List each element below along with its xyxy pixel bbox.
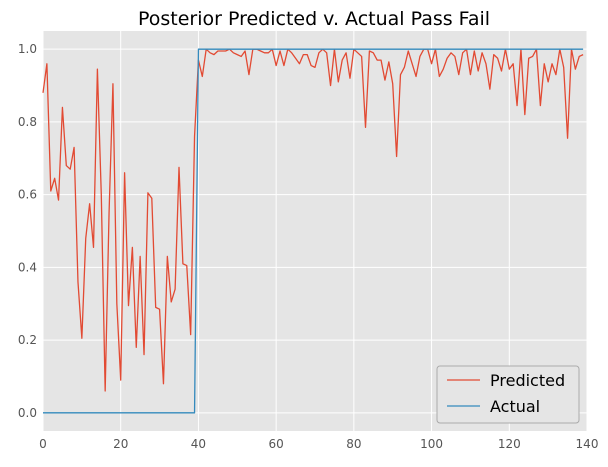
x-tick-label: 140 <box>576 437 599 451</box>
y-tick-label: 1.0 <box>18 42 37 56</box>
legend-label-predicted: Predicted <box>490 371 565 390</box>
x-tick-label: 100 <box>420 437 443 451</box>
y-tick-label: 0.8 <box>18 115 37 129</box>
series-lines <box>42 48 584 414</box>
x-tick-label: 20 <box>113 437 128 451</box>
y-axis: 0.0 0.2 0.4 0.6 0.8 1.0 <box>18 42 37 420</box>
y-tick-label: 0.4 <box>18 260 37 274</box>
y-tick-label: 0.0 <box>18 406 37 420</box>
legend: Predicted Actual <box>436 365 580 424</box>
chart-title: Posterior Predicted v. Actual Pass Fail <box>138 8 490 30</box>
x-tick-label: 120 <box>498 437 521 451</box>
x-tick-label: 0 <box>39 437 47 451</box>
y-tick-label: 0.2 <box>18 333 37 347</box>
plot-area <box>43 31 587 431</box>
y-tick-label: 0.6 <box>18 188 37 202</box>
legend-label-actual: Actual <box>490 397 540 416</box>
x-tick-label: 40 <box>191 437 206 451</box>
x-tick-label: 80 <box>346 437 361 451</box>
x-axis: 0 20 40 60 80 100 120 140 <box>39 437 598 451</box>
x-tick-label: 60 <box>269 437 284 451</box>
series-line-predicted <box>42 48 584 392</box>
series-line-actual <box>43 48 584 414</box>
